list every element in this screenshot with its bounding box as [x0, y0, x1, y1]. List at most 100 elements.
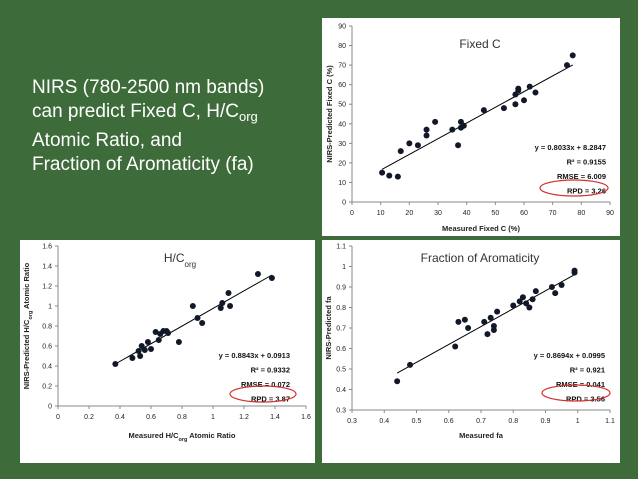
fixed-c-x-tick-label: 10 [377, 210, 385, 217]
fixed-c-stat-annotation: y = 0.8033x + 8.2847 [535, 143, 606, 152]
hc-org-data-point [268, 275, 275, 281]
aromaticity-data-point [455, 318, 462, 325]
aromaticity-y-axis-label: NIRS-Predicted fa [324, 296, 333, 360]
hc-org-data-point [225, 290, 232, 296]
title-line-4: Fraction of Aromaticity (fa) [32, 154, 254, 175]
aromaticity-y-tick-label: 1.1 [336, 244, 346, 251]
hc-org-y-tick-label: 0 [48, 404, 52, 411]
fixed-c-y-tick-label: 10 [338, 180, 346, 187]
hc-org-data-point [189, 303, 196, 309]
hc-org-data-point [135, 348, 142, 354]
fixed-c-y-tick-label: 60 [338, 82, 346, 89]
hc-org-x-tick-label: 0.2 [84, 414, 94, 421]
hc-org-rpd-highlight [229, 385, 297, 403]
aromaticity-x-tick-label: 0.6 [444, 418, 454, 425]
hc-org-plot: 0 0.2 0.4 0.6 0.8 1 1.2 1.4 1.6 0 0.2 0.4 0.6 0.8 1 1.2… [22, 244, 311, 444]
fixed-c-x-tick-label: 50 [491, 210, 499, 217]
fixed-c-x-tick-label: 40 [463, 210, 471, 217]
hc-org-trendline [115, 274, 273, 365]
aromaticity-data-point [532, 288, 539, 295]
fixed-c-trendline [381, 64, 573, 170]
fixed-c-data-point [386, 172, 393, 179]
aromaticity-data-point [571, 267, 578, 274]
fixed-c-x-tick-label: 60 [520, 210, 528, 217]
fixed-c-data-point [515, 87, 522, 94]
hc-org-y-tick-label: 1.2 [42, 284, 52, 291]
fixed-c-y-tick-label: 90 [338, 24, 346, 31]
aromaticity-stat-annotation: RPD = 3.56 [566, 395, 605, 404]
hc-org-x-axis-label: Measured H/Corg Atomic Ratio [129, 431, 236, 443]
aromaticity-x-tick-label: 0.4 [379, 418, 389, 425]
hc-org-data-point [219, 300, 226, 306]
slide-title: NIRS (780-2500 nm bands) can predict Fix… [32, 76, 332, 177]
hc-org-stat-annotation: R² = 0.9332 [251, 366, 290, 375]
fixed-c-x-tick-label: 0 [350, 210, 354, 217]
fixed-c-data-point [406, 140, 413, 147]
aromaticity-y-tick-label: 0.9 [336, 285, 346, 292]
fixed-c-y-tick-label: 20 [338, 160, 346, 167]
hc-org-y-tick-label: 0.6 [42, 344, 52, 351]
aromaticity-data-point [494, 308, 501, 315]
aromaticity-data-point [548, 284, 555, 290]
fixed-c-data-point [423, 132, 430, 139]
aromaticity-x-tick-label: 1.1 [605, 418, 615, 425]
fixed-c-data-point [526, 83, 533, 90]
hc-org-x-tick-label: 1.2 [239, 414, 249, 421]
fixed-c-y-tick-label: 80 [338, 43, 346, 50]
fixed-c-data-point [521, 97, 527, 104]
fixed-c-rpd-highlight [539, 179, 609, 197]
aromaticity-x-tick-label: 0.9 [541, 418, 551, 425]
hc-org-stat-annotation: RPD = 3.87 [251, 395, 290, 404]
hc-org-data-point [129, 355, 136, 361]
title-subscript-org: org [238, 109, 258, 124]
aromaticity-x-tick-label: 0.5 [412, 418, 422, 425]
hc-org-y-tick-label: 1 [48, 304, 52, 311]
hc-org-y-tick-label: 0.2 [42, 384, 52, 391]
aromaticity-chart-title: Fraction of Aromaticity [421, 251, 540, 265]
hc-org-data-point [112, 361, 119, 367]
fixed-c-data-point [449, 126, 456, 133]
aromaticity-y-tick-label: 1 [342, 264, 346, 271]
aromaticity-y-tick-label: 0.5 [336, 367, 346, 374]
hc-org-chart: 0 0.2 0.4 0.6 0.8 1 1.2 1.4 1.6 0 0.2 0.4 0.6 0.8 1 1.2… [20, 240, 315, 463]
fixed-c-x-tick-label: 80 [577, 210, 585, 217]
fixed-c-data-point [394, 173, 401, 180]
aromaticity-y-tick-label: 0.7 [336, 326, 346, 333]
hc-org-x-tick-label: 1.4 [270, 414, 280, 421]
fixed-c-data-point [379, 169, 386, 176]
title-line-1: NIRS (780-2500 nm bands) [32, 77, 265, 98]
fixed-c-data-point [455, 142, 462, 149]
fixed-c-y-tick-label: 0 [342, 200, 346, 207]
hc-org-x-tick-label: 1 [211, 414, 215, 421]
aromaticity-y-tick-label: 0.8 [336, 305, 346, 312]
fixed-c-stat-annotation: RMSE = 6.009 [557, 172, 606, 181]
aromaticity-stat-annotation: R² = 0.921 [570, 366, 605, 375]
hc-org-data-point [254, 271, 261, 277]
aromaticity-data-point [526, 304, 533, 311]
fixed-c-y-tick-label: 40 [338, 121, 346, 128]
aromaticity-x-tick-label: 0.3 [347, 418, 357, 425]
hc-org-y-tick-label: 0.8 [42, 324, 52, 331]
fixed-c-data-point [423, 126, 430, 133]
hc-org-y-tick-label: 0.4 [42, 364, 52, 371]
aromaticity-data-point [519, 294, 526, 301]
hc-org-data-point [165, 330, 172, 336]
hc-org-data-point [217, 305, 224, 311]
aromaticity-y-tick-label: 0.6 [336, 346, 346, 353]
aromaticity-data-point [510, 302, 517, 309]
fixed-c-data-point [480, 107, 487, 114]
hc-org-stat-annotation: RMSE = 0.072 [241, 380, 290, 389]
aromaticity-data-point [481, 318, 488, 325]
fixed-c-data-point [414, 142, 421, 149]
aromaticity-data-point [465, 325, 472, 331]
hc-org-data-point [144, 339, 151, 345]
aromaticity-data-point [490, 327, 497, 334]
hc-org-data-point [194, 315, 201, 321]
hc-org-data-point [155, 337, 162, 343]
aromaticity-x-tick-label: 1 [576, 418, 580, 425]
fixed-c-x-axis-label: Measured Fixed C (%) [442, 224, 520, 233]
fixed-c-data-point [460, 122, 467, 129]
hc-org-x-tick-label: 0.4 [115, 414, 125, 421]
hc-org-y-tick-label: 1.6 [42, 244, 52, 251]
fixed-c-x-tick-label: 20 [405, 210, 413, 217]
